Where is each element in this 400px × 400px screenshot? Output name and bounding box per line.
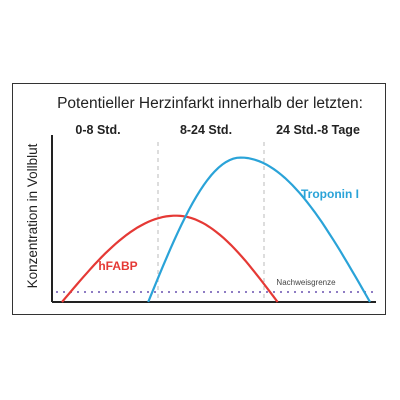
series-label-troponin-i: Troponin I (301, 187, 359, 201)
period-label-3: 24 Std.-8 Tage (276, 123, 360, 137)
period-label-2: 8-24 Std. (180, 123, 232, 137)
y-axis-label: Konzentration in Vollblut (25, 143, 40, 288)
chart-title: Potentieller Herzinfarkt innerhalb der l… (57, 95, 363, 112)
series-line-hfabp (61, 214, 279, 303)
chart-frame (12, 83, 386, 315)
threshold-label: Nachweisgrenze (276, 278, 336, 287)
series-line-troponin-i (147, 156, 371, 303)
series-label-hfabp: hFABP (98, 259, 137, 273)
period-label-1: 0-8 Std. (75, 123, 120, 137)
